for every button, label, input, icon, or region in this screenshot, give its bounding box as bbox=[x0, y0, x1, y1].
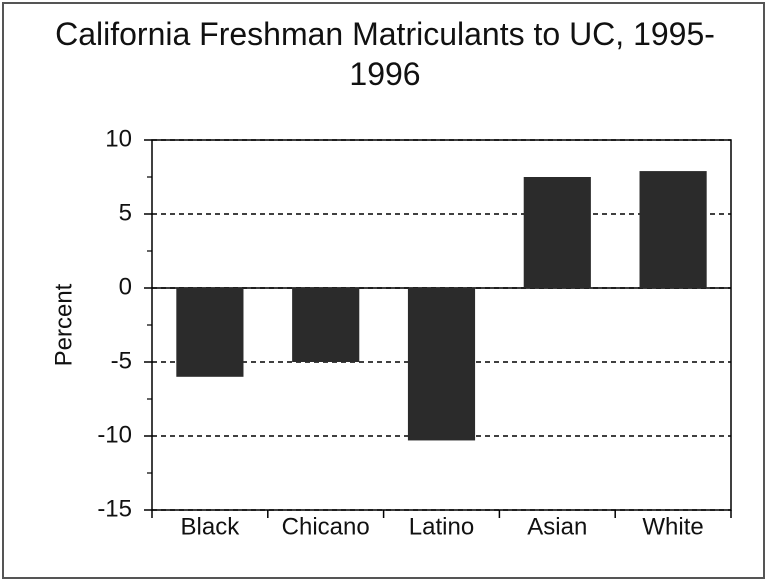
x-tick-label: Black bbox=[181, 513, 241, 540]
x-tick-label: Chicano bbox=[282, 513, 370, 540]
bar bbox=[407, 288, 476, 441]
bar bbox=[639, 171, 707, 288]
bar bbox=[176, 288, 244, 377]
y-tick-label: 0 bbox=[119, 273, 132, 300]
y-tick-label: 5 bbox=[119, 199, 132, 226]
chart-title: California Freshman Matriculants to UC, … bbox=[55, 16, 715, 92]
y-tick-label: -10 bbox=[97, 421, 132, 448]
y-tick-label: -5 bbox=[111, 347, 132, 374]
y-axis-label: Percent bbox=[50, 283, 77, 366]
y-tick-label: 10 bbox=[105, 125, 132, 152]
x-tick-label: White bbox=[642, 513, 703, 540]
y-tick-label: -15 bbox=[97, 495, 132, 522]
x-tick-label: Latino bbox=[409, 513, 474, 540]
bar bbox=[523, 177, 591, 288]
bar bbox=[292, 288, 360, 362]
x-tick-label: Asian bbox=[527, 513, 587, 540]
plot-frame bbox=[151, 139, 732, 511]
